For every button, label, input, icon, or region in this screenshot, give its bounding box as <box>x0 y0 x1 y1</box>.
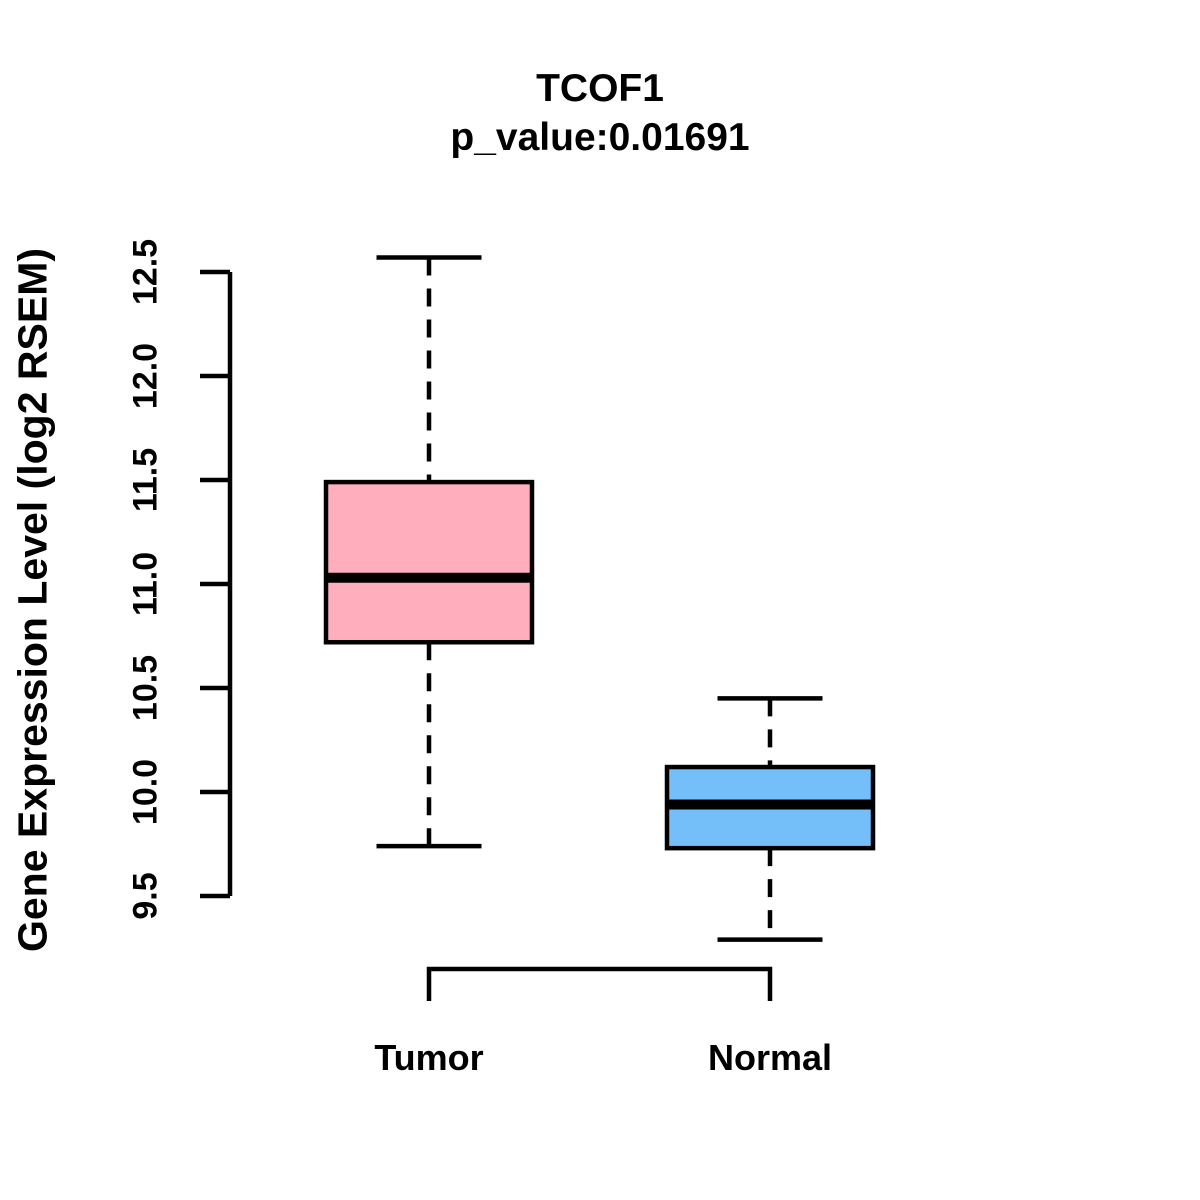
category-label-normal: Normal <box>707 1037 833 1078</box>
y-tick-label: 12.0 <box>126 342 165 410</box>
y-tick-label: 10.0 <box>126 758 165 826</box>
y-tick-label: 12.5 <box>126 238 165 306</box>
box-tumor <box>323 479 535 645</box>
chart-title: TCOF1 <box>536 67 664 110</box>
x-axis-bracket <box>426 966 773 1001</box>
chart-subtitle: p_value:0.01691 <box>450 116 750 159</box>
y-tick-label: 11.5 <box>126 447 165 513</box>
y-tick-label: 11.0 <box>126 551 165 617</box>
category-label-tumor: Tumor <box>374 1037 484 1078</box>
y-tick-label: 10.5 <box>126 654 165 722</box>
y-tick-label: 9.5 <box>126 872 165 920</box>
